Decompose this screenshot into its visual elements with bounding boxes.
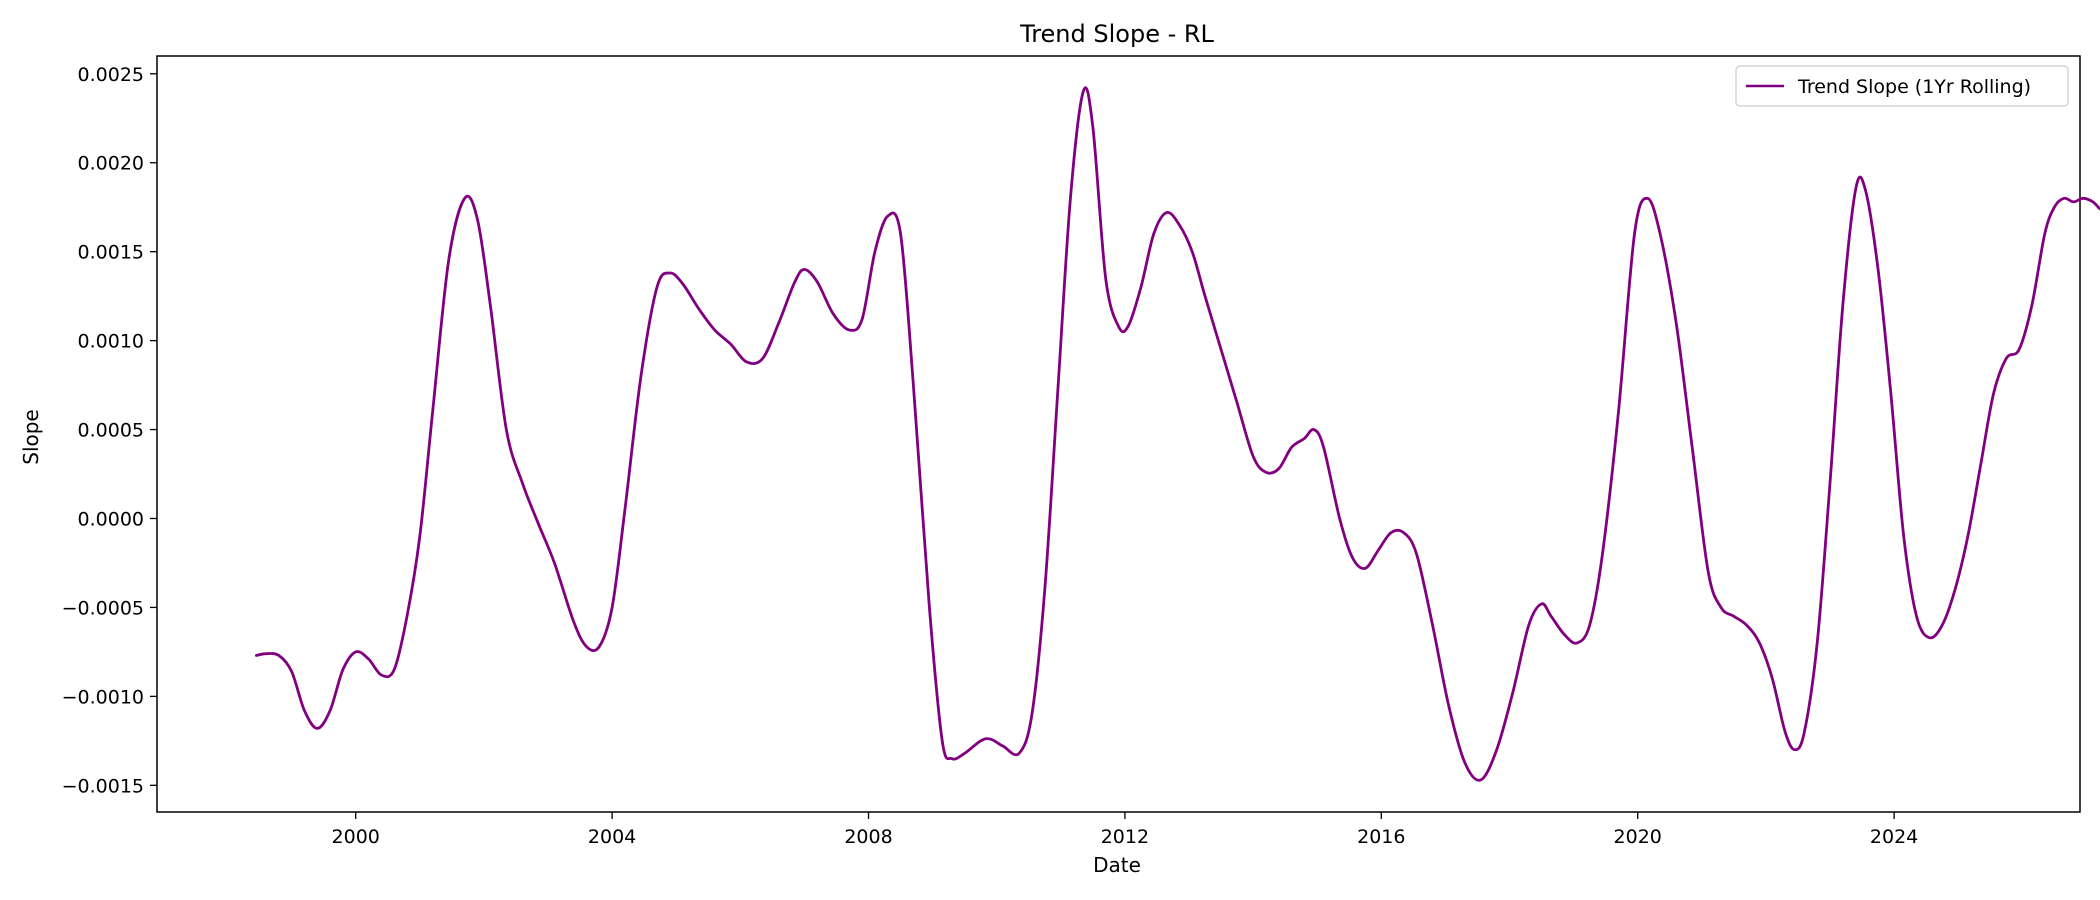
x-tick-label: 2004 (588, 826, 636, 848)
series-layer (254, 86, 2100, 782)
x-axis: 2000 2004 2008 2012 2016 2020 2024 (332, 812, 1918, 848)
x-tick-label: 2012 (1101, 826, 1149, 848)
y-axis: −0.0015 −0.0010 −0.0005 0.0000 0.0005 0.0010 0… (62, 64, 157, 797)
x-tick-label: 2020 (1614, 826, 1662, 848)
y-tick-label: 0.0020 (78, 153, 144, 175)
x-tick-label: 2008 (844, 826, 892, 848)
y-tick-label: 0.0000 (78, 508, 144, 530)
y-tick-label: −0.0010 (62, 686, 144, 708)
x-axis-label: Date (1093, 853, 1141, 877)
y-axis-label: Slope (19, 409, 43, 465)
plot-frame (156, 55, 2081, 813)
y-tick-label: 0.0010 (78, 331, 144, 353)
x-tick-label: 2000 (332, 826, 380, 848)
y-tick-label: 0.0015 (78, 242, 144, 264)
series-line-trend-slope (254, 86, 2100, 782)
y-tick-label: 0.0025 (78, 64, 144, 86)
chart-title: Trend Slope - RL (1019, 20, 1214, 48)
x-tick-label: 2016 (1357, 826, 1405, 848)
legend-label: Trend Slope (1Yr Rolling) (1797, 76, 2031, 98)
y-tick-label: −0.0015 (62, 775, 144, 797)
y-tick-label: 0.0005 (78, 420, 144, 442)
legend-box (1735, 65, 2069, 107)
legend: Trend Slope (1Yr Rolling) (1735, 65, 2069, 107)
x-tick-label: 2024 (1870, 826, 1918, 848)
plot-area (156, 55, 2100, 813)
y-tick-label: −0.0005 (62, 597, 144, 619)
